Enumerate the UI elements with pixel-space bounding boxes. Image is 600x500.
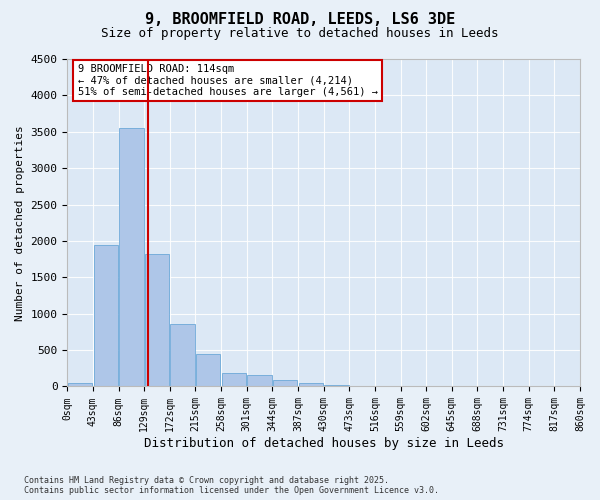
Bar — [145, 254, 169, 386]
Bar — [170, 324, 195, 386]
Text: Contains HM Land Registry data © Crown copyright and database right 2025.
Contai: Contains HM Land Registry data © Crown c… — [24, 476, 439, 495]
X-axis label: Distribution of detached houses by size in Leeds: Distribution of detached houses by size … — [143, 437, 503, 450]
Bar — [299, 383, 323, 386]
Text: 9, BROOMFIELD ROAD, LEEDS, LS6 3DE: 9, BROOMFIELD ROAD, LEEDS, LS6 3DE — [145, 12, 455, 28]
Text: 9 BROOMFIELD ROAD: 114sqm
← 47% of detached houses are smaller (4,214)
51% of se: 9 BROOMFIELD ROAD: 114sqm ← 47% of detac… — [77, 64, 377, 97]
Bar — [273, 380, 298, 386]
Bar — [247, 375, 272, 386]
Bar — [68, 383, 92, 386]
Bar — [196, 354, 220, 386]
Bar — [222, 373, 246, 386]
Text: Size of property relative to detached houses in Leeds: Size of property relative to detached ho… — [101, 28, 499, 40]
Bar — [94, 244, 118, 386]
Bar — [119, 128, 143, 386]
Y-axis label: Number of detached properties: Number of detached properties — [15, 125, 25, 320]
Bar — [324, 384, 349, 386]
